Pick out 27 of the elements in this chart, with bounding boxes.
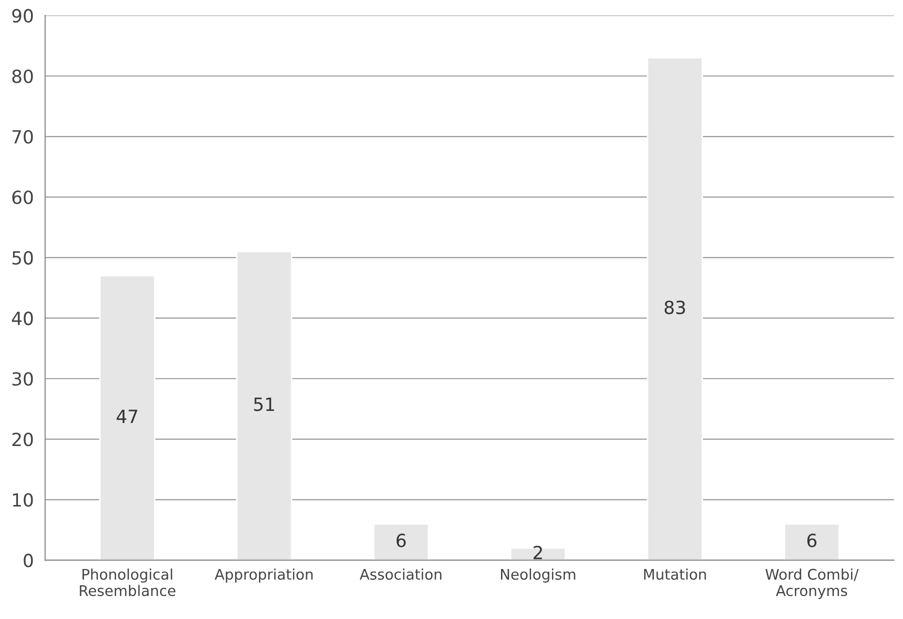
y-tick-label: 10 [13, 493, 33, 507]
data-label: 2 [534, 546, 542, 560]
x-tick-label: Association [360, 568, 442, 580]
bar [236, 250, 292, 560]
x-tick-label: Word Combi/ Acronyms [765, 568, 859, 599]
y-tick-label: 70 [12, 130, 33, 144]
data-label: 6 [807, 534, 816, 548]
y-tick-label: 60 [12, 190, 33, 204]
y-tick-label: 40 [12, 312, 33, 326]
data-label: 6 [396, 534, 406, 548]
bar [99, 275, 156, 560]
y-tick-label: 80 [12, 69, 33, 84]
y-tick-label: 90 [12, 8, 33, 23]
bar [784, 523, 840, 560]
data-label: 51 [254, 398, 274, 412]
x-tick-label: Neologism [501, 568, 576, 583]
data-label: 83 [664, 300, 685, 314]
x-tick-label: Phonological Resemblance [80, 568, 176, 596]
bar [646, 57, 703, 560]
y-tick-label: 0 [24, 554, 33, 568]
y-tick-label: 30 [12, 372, 33, 386]
bar [373, 523, 430, 560]
data-label: 47 [116, 410, 138, 423]
x-tick-label: Appropriation [214, 568, 313, 583]
y-tick-label: 50 [12, 251, 33, 265]
y-tick-label: 20 [12, 432, 33, 446]
x-tick-label: Mutation [644, 568, 706, 580]
